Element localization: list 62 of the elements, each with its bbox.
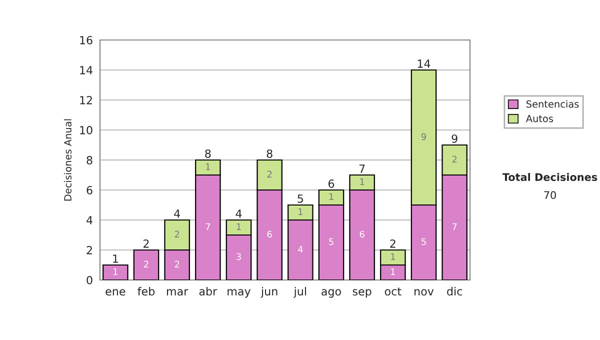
x-tick-label: may — [228, 289, 251, 298]
total-label: 2 — [390, 239, 396, 248]
total-label: 14 — [418, 60, 430, 68]
text: Total Decisiones — [502, 172, 598, 182]
data-label: 1 — [206, 163, 210, 170]
data-label: 7 — [452, 223, 457, 230]
y-tick-label: 2 — [86, 246, 92, 254]
x-tick-label: mar — [166, 289, 188, 296]
x-tick-label: ene — [106, 289, 126, 296]
data-label: 1 — [329, 193, 334, 200]
total-label: 4 — [174, 210, 180, 218]
x-tick-label: sep — [352, 289, 372, 298]
total-label: 2 — [144, 239, 149, 248]
total-label: 1 — [113, 254, 118, 263]
data-label: 3 — [236, 253, 241, 260]
data-label: 6 — [360, 230, 364, 238]
data-label: 1 — [236, 223, 241, 230]
y-tick-label: 4 — [86, 216, 92, 224]
y-axis-title: Decisiones Anual — [64, 119, 72, 201]
total-label: 8 — [205, 149, 211, 158]
total-label: 9 — [452, 134, 458, 143]
data-label: 2 — [174, 260, 180, 268]
data-label: 6 — [267, 230, 272, 238]
data-label: 1 — [360, 178, 364, 185]
data-label: 1 — [114, 268, 118, 275]
y-tick-label: 12 — [80, 96, 92, 104]
data-label: 7 — [206, 223, 210, 230]
data-label: 1 — [391, 268, 395, 275]
data-label: 9 — [421, 133, 426, 140]
y-tick-label: 16 — [80, 36, 92, 44]
x-tick-label: nov — [414, 289, 434, 296]
x-tick-label: jun — [260, 286, 278, 298]
x-tick-label: abr — [199, 286, 218, 296]
y-tick-label: 0 — [86, 276, 92, 284]
data-label: 2 — [144, 260, 148, 268]
data-label: 4 — [298, 246, 303, 252]
y-tick-label: 10 — [80, 126, 92, 134]
data-label: 2 — [452, 156, 457, 162]
x-tick-label: oct — [384, 288, 402, 296]
x-tick-label: ago — [322, 289, 341, 298]
data-label: 5 — [329, 238, 334, 246]
data-label: 1 — [391, 253, 395, 260]
y-tick-label: 14 — [80, 66, 92, 74]
total-label: 5 — [298, 194, 303, 203]
text: 70 — [544, 191, 556, 200]
total-label: 7 — [359, 164, 365, 173]
x-tick-label: jul — [294, 286, 306, 298]
bar — [102, 264, 128, 280]
y-tick-label: 8 — [86, 156, 92, 164]
bar — [133, 249, 160, 280]
data-label: 1 — [298, 208, 302, 215]
legend-label: Autos — [526, 115, 554, 122]
x-tick-label: feb — [138, 286, 155, 296]
x-tick-label: dic — [447, 286, 462, 296]
data-label: 5 — [422, 238, 426, 246]
total-label: 8 — [266, 149, 272, 158]
data-label: 2 — [174, 230, 180, 238]
data-label: 2 — [267, 170, 272, 178]
total-label: 6 — [328, 179, 334, 188]
legend-label: Sentencias — [526, 100, 579, 108]
total-label: 4 — [236, 210, 242, 218]
y-tick-label: 6 — [86, 186, 92, 194]
